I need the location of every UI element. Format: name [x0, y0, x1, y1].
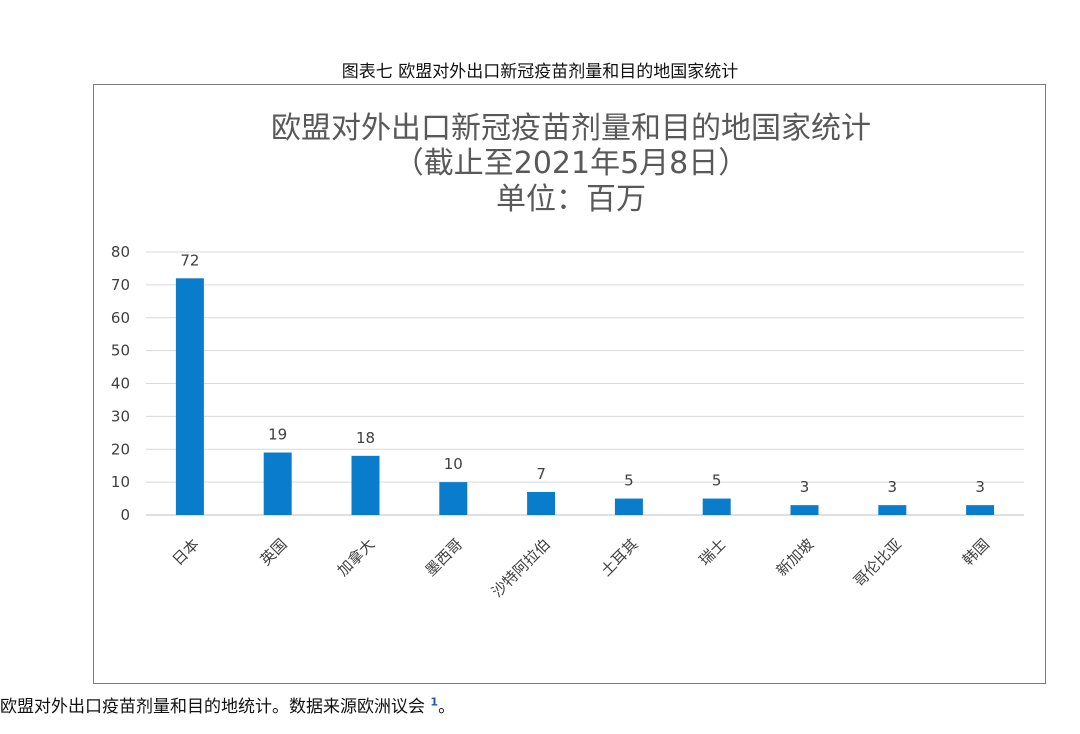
bar — [966, 505, 995, 515]
x-category-label: 沙特阿拉伯 — [488, 535, 554, 601]
bar — [263, 452, 292, 515]
y-tick-label: 20 — [111, 440, 130, 458]
x-category-label: 哥伦比亚 — [850, 535, 905, 590]
data-label: 19 — [268, 426, 287, 444]
chart-title-line-1: 欧盟对外出口新冠疫苗剂量和目的地国家统计 — [271, 111, 871, 146]
y-tick-label: 10 — [111, 473, 130, 491]
y-tick-label: 30 — [111, 407, 130, 425]
y-tick-label: 60 — [111, 309, 130, 327]
data-label: 3 — [888, 478, 898, 496]
bar — [351, 455, 380, 515]
bar — [527, 491, 556, 515]
bar — [702, 498, 731, 515]
data-label: 18 — [356, 429, 375, 447]
bar — [439, 482, 468, 515]
bar-chart: 欧盟对外出口新冠疫苗剂量和目的地国家统计 （截止至2021年5月8日） 单位：百… — [111, 111, 1024, 601]
bar — [614, 498, 643, 515]
x-category-label: 新加坡 — [773, 535, 818, 580]
figure-title: 图表七 欧盟对外出口新冠疫苗剂量和目的地国家统计 — [341, 62, 739, 82]
y-axis-tick-labels: 0 10 20 30 40 50 60 70 80 — [111, 243, 130, 524]
y-tick-label: 50 — [111, 342, 130, 360]
data-label: 5 — [712, 472, 722, 490]
chart-frame: 欧盟对外出口新冠疫苗剂量和目的地国家统计 （截止至2021年5月8日） 单位：百… — [93, 84, 1046, 684]
x-category-label: 日本 — [169, 535, 203, 569]
x-category-label: 英国 — [257, 535, 291, 569]
x-category-label: 瑞士 — [696, 535, 730, 569]
caption-end: 。 — [438, 697, 456, 717]
y-tick-label: 80 — [111, 243, 130, 261]
data-label: 10 — [444, 455, 463, 473]
x-category-label: 加拿大 — [334, 535, 379, 580]
gridlines — [146, 251, 1024, 516]
data-labels: 72 19 18 10 7 5 5 3 3 3 — [180, 251, 985, 496]
bar — [790, 505, 819, 515]
y-tick-label: 0 — [120, 506, 130, 524]
bar — [878, 505, 907, 515]
caption-text: 欧盟对外出口疫苗剂量和目的地统计。数据来源欧洲议会 — [0, 697, 425, 717]
data-label: 72 — [180, 251, 199, 269]
x-category-label: 墨西哥 — [422, 535, 467, 580]
x-category-label: 韩国 — [959, 535, 993, 569]
y-tick-label: 70 — [111, 276, 130, 294]
chart-title: 欧盟对外出口新冠疫苗剂量和目的地国家统计 （截止至2021年5月8日） 单位：百… — [271, 111, 871, 217]
bars — [175, 278, 995, 515]
y-tick-label: 40 — [111, 375, 130, 393]
x-category-label: 土耳其 — [597, 535, 642, 580]
chart-title-line-2: （截止至2021年5月8日） — [394, 146, 749, 181]
bar — [175, 278, 204, 515]
chart-title-line-3: 单位：百万 — [496, 182, 646, 217]
data-label: 3 — [800, 478, 810, 496]
x-axis-category-labels: 日本 英国 加拿大 墨西哥 沙特阿拉伯 土耳其 瑞士 新加坡 哥伦比亚 韩国 — [169, 535, 993, 601]
data-label: 7 — [536, 465, 546, 483]
data-label: 3 — [975, 478, 985, 496]
figure-caption: 欧盟对外出口疫苗剂量和目的地统计。数据来源欧洲议会 1。 — [0, 692, 1080, 717]
data-label: 5 — [624, 472, 634, 490]
footnote-marker[interactable]: 1 — [430, 695, 439, 709]
